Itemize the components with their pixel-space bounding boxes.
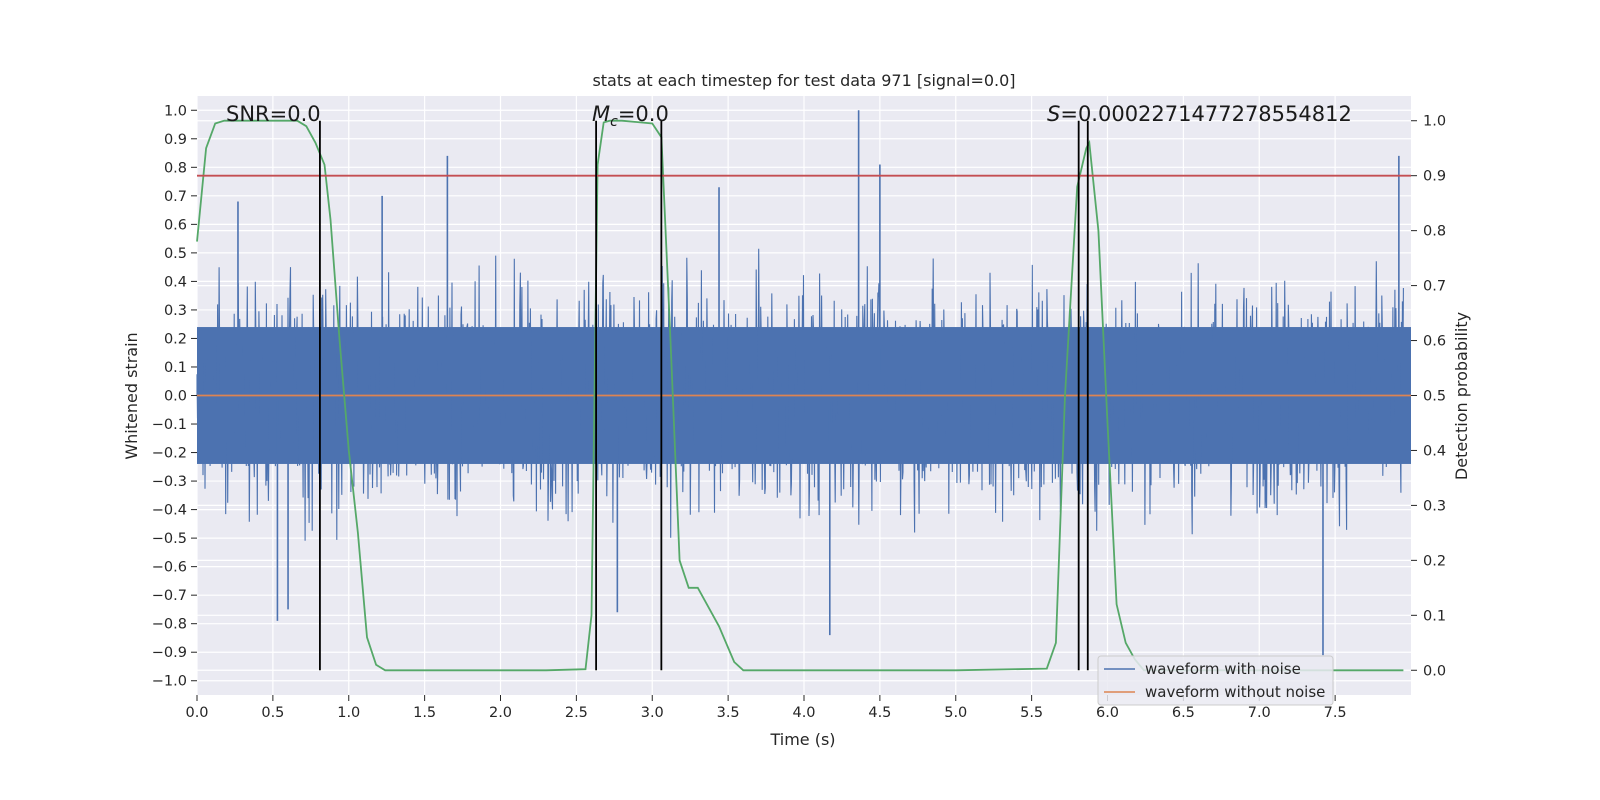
y-tick-label: 0.9 bbox=[164, 132, 187, 148]
y-tick-label: 0.6 bbox=[164, 217, 187, 233]
x-tick-label: 5.0 bbox=[944, 705, 967, 721]
y-tick-label: 0.5 bbox=[164, 246, 187, 262]
x-tick-label: 4.5 bbox=[868, 705, 891, 721]
y2-tick-label: 0.1 bbox=[1423, 608, 1446, 624]
noise-trace bbox=[196, 248, 1404, 541]
y-tick-label: 0.0 bbox=[164, 389, 187, 405]
legend-label-with-noise: waveform with noise bbox=[1145, 660, 1301, 678]
y2-tick-label: 0.7 bbox=[1423, 279, 1446, 295]
y-tick-label: −0.3 bbox=[152, 474, 187, 490]
x-tick-label: 7.5 bbox=[1324, 705, 1347, 721]
y-tick-label: −0.7 bbox=[152, 588, 187, 604]
y-tick-label: −0.9 bbox=[152, 645, 187, 661]
annotation-s-symbol: S bbox=[1047, 102, 1060, 126]
y-tick-label: −0.5 bbox=[152, 531, 187, 547]
y-tick-label: 0.4 bbox=[164, 274, 187, 290]
x-tick-label: 1.0 bbox=[337, 705, 360, 721]
y-tick-label: −0.8 bbox=[152, 617, 187, 633]
legend-box bbox=[1097, 655, 1334, 706]
legend-label-without-noise: waveform without noise bbox=[1145, 683, 1325, 701]
x-tick-label: 5.5 bbox=[1020, 705, 1043, 721]
y-tick-label: 0.2 bbox=[164, 331, 187, 347]
annotation-s-value: =0.000227147727855481​2 bbox=[1060, 102, 1352, 126]
y2-tick-label: 0.9 bbox=[1423, 169, 1446, 185]
x-tick-label: 1.5 bbox=[413, 705, 436, 721]
x-tick-label: 2.5 bbox=[565, 705, 588, 721]
x-axis: 0.0 0.5 1.0 1.5 2.0 2.5 3.0 3.5 4.0 4.5 5.0 5.5 6.0 6… bbox=[185, 695, 1347, 721]
chart-title: stats at each timestep for test data 971… bbox=[592, 71, 1015, 90]
annotation-chirp-mass-value: =0.0 bbox=[618, 102, 669, 126]
y-tick-label: −0.2 bbox=[152, 446, 187, 462]
x-tick-label: 3.5 bbox=[717, 705, 740, 721]
y2-tick-label: 0.6 bbox=[1423, 334, 1446, 350]
y-tick-label: 1.0 bbox=[164, 103, 187, 119]
y-tick-label: 0.8 bbox=[164, 160, 187, 176]
event-markers bbox=[319, 120, 1089, 671]
x-tick-label: 4.0 bbox=[792, 705, 815, 721]
y-tick-label: −0.4 bbox=[152, 503, 187, 519]
annotation-chirp-mass: Mc=0.0 bbox=[592, 102, 669, 130]
y-tick-label: 0.1 bbox=[164, 360, 187, 376]
y2-tick-label: 0.8 bbox=[1423, 224, 1446, 240]
x-tick-label: 3.0 bbox=[641, 705, 664, 721]
annotation-s-statistic: S=0.000227147727855481​2 bbox=[1047, 102, 1352, 126]
x-tick-label: 0.5 bbox=[261, 705, 284, 721]
y2-tick-label: 0.4 bbox=[1423, 443, 1446, 459]
y-axis-left: 1.0 0.9 0.8 0.7 0.6 0.5 0.4 0.3 0.2 0.1 0.0 −0.1 −0.… bbox=[152, 103, 197, 690]
y-axis-label: Whitened strain bbox=[122, 332, 141, 459]
y-tick-label: −1.0 bbox=[152, 674, 187, 690]
annotation-snr: SNR=0.0 bbox=[226, 102, 321, 126]
x-tick-label: 0.0 bbox=[185, 705, 208, 721]
y-axis-right: 1.0 0.9 0.8 0.7 0.6 0.5 0.4 0.3 0.2 0.1 0.0 bbox=[1411, 114, 1446, 679]
y-tick-label: 0.3 bbox=[164, 303, 187, 319]
legend: waveform with noise waveform without noi… bbox=[1097, 655, 1334, 706]
annotation-chirp-mass-symbol: M bbox=[592, 102, 610, 126]
series-line-2 bbox=[196, 119, 1404, 672]
annotation-chirp-mass-subscript: c bbox=[610, 114, 618, 130]
y2-axis-label: Detection probability bbox=[1452, 312, 1471, 480]
y2-tick-label: 1.0 bbox=[1423, 114, 1446, 130]
y2-tick-label: 0.5 bbox=[1423, 389, 1446, 405]
y2-tick-label: 0.3 bbox=[1423, 498, 1446, 514]
x-tick-label: 7.0 bbox=[1248, 705, 1271, 721]
x-tick-label: 6.5 bbox=[1172, 705, 1195, 721]
x-tick-label: 2.0 bbox=[489, 705, 512, 721]
y-tick-label: 0.7 bbox=[164, 189, 187, 205]
x-tick-label: 6.0 bbox=[1096, 705, 1119, 721]
y-tick-label: −0.6 bbox=[152, 560, 187, 576]
y2-tick-label: 0.2 bbox=[1423, 553, 1446, 569]
x-axis-label: Time (s) bbox=[769, 730, 835, 749]
series-lines bbox=[196, 119, 1411, 672]
y2-tick-label: 0.0 bbox=[1423, 663, 1446, 679]
y-tick-label: −0.1 bbox=[152, 417, 187, 433]
